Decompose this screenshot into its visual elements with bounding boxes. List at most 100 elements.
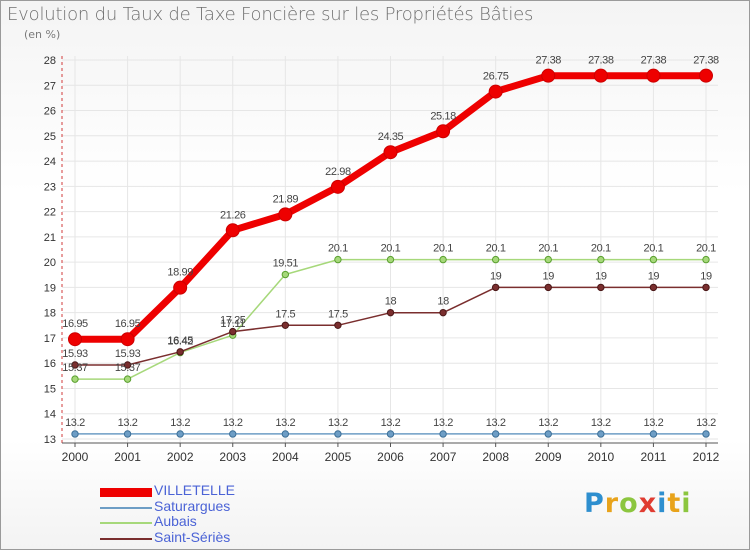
data-point-3 [597,283,605,292]
x-tick-label: 2003 [219,450,246,464]
x-tick-label: 2010 [587,450,614,464]
data-label-2: 16.42 [167,336,193,348]
data-label-0: 18.99 [167,267,193,279]
data-label-3: 17.5 [328,308,348,320]
data-point-0 [225,223,240,238]
data-label-0: 21.26 [220,209,246,221]
data-point-1 [386,430,395,438]
y-tick-label: 26 [44,106,56,118]
data-point-2 [544,255,552,264]
proxiti-logo: Proxiti [584,488,692,519]
data-point-1 [281,430,290,438]
data-point-1 [176,430,184,438]
legend-swatch [100,537,152,540]
data-label-0: 26.75 [483,71,509,83]
x-tick-label: 2007 [430,450,457,464]
data-point-1 [71,430,79,438]
chart-title: Evolution du Taux de Taxe Foncière sur l… [7,4,534,25]
y-tick-label: 27 [44,80,56,92]
data-point-2 [334,255,342,264]
x-tick-label: 2000 [62,450,89,464]
data-label-2: 20.1 [328,243,348,255]
data-point-0 [699,68,713,83]
legend-label: Aubais [154,513,197,529]
data-label-3: 18 [385,296,397,308]
data-label-0: 27.38 [641,55,667,67]
y-tick-label: 21 [44,232,56,244]
logo-letter: o [619,488,639,519]
y-tick-label: 18 [44,308,56,320]
data-label-2: 19.51 [273,258,299,270]
y-tick-label: 15 [44,383,56,395]
data-label-3: 19 [700,270,712,282]
data-label-3: 19 [595,270,607,282]
legend-label: VILLETELLE [154,482,235,498]
data-label-2: 20.1 [644,243,664,255]
y-tick-label: 20 [44,257,56,269]
data-label-1: 13.2 [591,417,611,429]
data-label-2: 15.37 [115,362,141,374]
data-point-1 [334,430,342,438]
y-tick-label: 13 [44,434,56,446]
data-label-0: 27.38 [535,55,561,67]
data-label-1: 13.2 [538,417,558,429]
y-tick-label: 28 [44,55,56,67]
data-label-1: 13.2 [433,417,453,429]
data-label-3: 19 [648,270,660,282]
data-label-2: 20.1 [486,243,506,255]
data-label-1: 13.2 [644,417,664,429]
x-tick-label: 2004 [272,450,299,464]
data-point-3 [334,321,342,329]
data-point-2 [71,375,79,383]
data-point-3 [281,321,290,329]
logo-letter: P [584,488,605,519]
data-point-1 [649,430,658,438]
y-tick-label: 23 [44,181,56,193]
logo-letter: r [604,488,620,519]
data-label-0: 25.18 [430,110,456,122]
data-point-3 [71,361,79,369]
logo-letter: i [681,488,692,519]
logo-letter: x [638,488,658,519]
data-label-1: 13.2 [328,417,348,429]
data-point-2 [702,255,710,264]
x-tick-label: 2012 [693,450,720,464]
data-labels: 16.95 16.95 18.99 21.26 21.89 22.98 24.35 25.18… [62,55,719,429]
y-tick-label: 17 [44,333,56,345]
x-tick-label: 2009 [535,450,562,464]
x-tick-label: 2005 [325,450,352,464]
data-label-3: 15.93 [115,348,141,360]
data-point-0 [436,124,451,139]
x-tick-label: 2011 [641,450,667,464]
data-point-3 [229,327,237,336]
data-label-2: 20.1 [696,243,716,255]
data-point-3 [386,308,395,317]
data-point-3 [491,283,500,292]
x-tick-label: 2001 [114,450,141,464]
data-point-0 [68,332,82,347]
y-tick-label: 24 [44,156,56,168]
y-tick-label: 22 [44,207,56,219]
data-point-0 [488,84,503,99]
data-label-0: 21.89 [273,193,299,205]
data-label-1: 13.2 [696,417,716,429]
legend-label: Saint-Sériès [154,528,231,545]
data-label-1: 13.2 [381,417,401,429]
data-label-3: 19 [543,270,555,282]
data-point-0 [383,145,398,160]
data-point-3 [544,283,552,292]
logo-letter: t [667,488,682,519]
legend-swatch [100,487,152,497]
data-point-0 [593,68,608,83]
data-label-0: 27.38 [588,55,614,67]
series-layer [68,68,713,438]
legend-swatch [100,522,152,524]
y-tick-label: 25 [44,131,56,143]
chart-subtitle: (en %) [24,28,61,41]
data-label-3: 18 [437,296,449,308]
x-tick-label: 2006 [377,450,404,464]
data-label-1: 13.2 [170,417,190,429]
grid-lines [62,56,718,443]
data-point-2 [491,255,500,264]
